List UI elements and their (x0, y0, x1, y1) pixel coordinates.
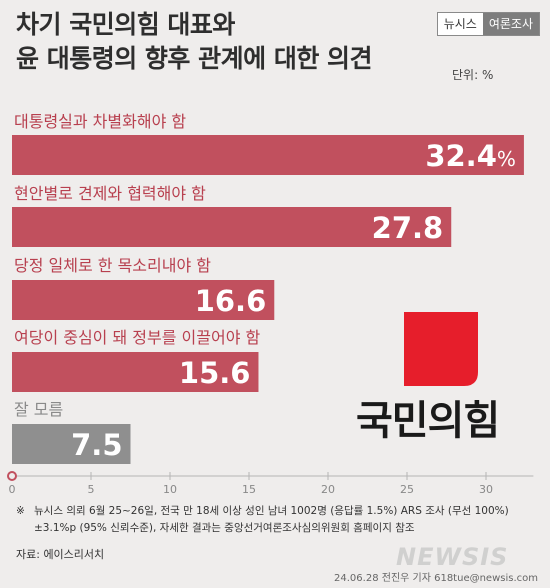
value-label: 32.4% (425, 139, 516, 173)
bar (12, 135, 524, 175)
source-label: 자료: 에이스리서치 (16, 548, 105, 561)
party-name: 국민의힘 (356, 398, 500, 444)
x-tick-label: 5 (88, 483, 95, 496)
x-tick-label: 15 (242, 483, 256, 496)
x-tick-label: 20 (321, 483, 335, 496)
value-label: 27.8 (372, 211, 444, 245)
x-tick-label: 10 (163, 483, 177, 496)
x-tick-label: 30 (479, 483, 493, 496)
party-logo-icon (404, 312, 478, 386)
title-line-2: 윤 대통령의 향후 관계에 대한 의견 (16, 44, 373, 73)
category-label: 당정 일체로 한 목소리내야 함 (14, 256, 211, 275)
bar (12, 424, 131, 464)
category-label: 여당이 중심이 돼 정부를 이끌어야 함 (14, 328, 261, 347)
brand-right: 여론조사 (482, 13, 539, 35)
credit-line: 24.06.28 전진우 기자 618tue@newsis.com (334, 573, 538, 584)
category-label: 현안별로 견제와 협력해야 함 (14, 184, 206, 203)
bar (12, 207, 452, 247)
value-label: 16.6 (195, 284, 267, 318)
value-label: 7.5 (71, 428, 122, 462)
axis-origin-marker (7, 471, 17, 481)
chart-title: 차기 국민의힘 대표와 윤 대통령의 향후 관계에 대한 의견 (16, 8, 373, 76)
note-line-1: 뉴시스 의뢰 6월 25~26일, 전국 만 18세 이상 성인 남녀 1002… (34, 505, 509, 517)
category-label: 잘 모름 (14, 400, 63, 419)
note-mark: ※ (16, 505, 25, 517)
value-label: 15.6 (179, 356, 251, 390)
x-tick-label: 0 (9, 483, 16, 496)
newsis-watermark: NEWSIS (396, 543, 509, 571)
brand-left: 뉴시스 (437, 13, 483, 35)
unit-label: 단위: % (452, 68, 494, 82)
bar (12, 280, 275, 320)
survey-note: ※ 뉴시스 의뢰 6월 25~26일, 전국 만 18세 이상 성인 남녀 10… (16, 503, 516, 537)
note-line-2: ±3.1%p (95% 신뢰수준), 자세한 결과는 중앙선거여론조사심의위원회… (34, 522, 415, 534)
bar (12, 352, 259, 392)
x-tick-label: 25 (400, 483, 414, 496)
value-unit: % (497, 147, 516, 171)
title-line-1: 차기 국민의힘 대표와 (16, 10, 235, 39)
category-label: 대통령실과 차별화해야 함 (14, 112, 186, 131)
brand-tag: 뉴시스 여론조사 (436, 12, 540, 36)
